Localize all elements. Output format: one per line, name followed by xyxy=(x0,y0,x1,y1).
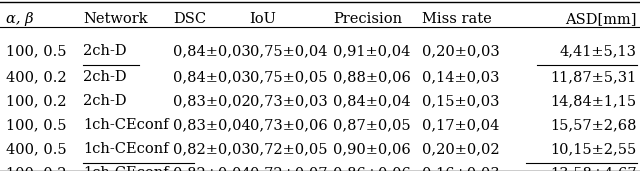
Text: 0,83±0,04: 0,83±0,04 xyxy=(173,118,250,132)
Text: 1ch-CEconf: 1ch-CEconf xyxy=(83,142,169,156)
Text: Network: Network xyxy=(83,12,148,26)
Text: 0,86±0,06: 0,86±0,06 xyxy=(333,166,411,171)
Text: 2ch-D: 2ch-D xyxy=(83,94,127,108)
Text: 4,41±5,13: 4,41±5,13 xyxy=(560,44,637,58)
Text: 0,87±0,05: 0,87±0,05 xyxy=(333,118,410,132)
Text: 1ch-CEconf: 1ch-CEconf xyxy=(83,166,169,171)
Text: 15,57±2,68: 15,57±2,68 xyxy=(550,118,637,132)
Text: 0,82±0,03: 0,82±0,03 xyxy=(173,142,250,156)
Text: 100, 0.5: 100, 0.5 xyxy=(6,118,67,132)
Text: IoU: IoU xyxy=(250,12,276,26)
Text: 13,58±4,67: 13,58±4,67 xyxy=(550,166,637,171)
Text: 100, 0.2: 100, 0.2 xyxy=(6,94,67,108)
Text: 0,73±0,06: 0,73±0,06 xyxy=(250,118,327,132)
Text: 14,84±1,15: 14,84±1,15 xyxy=(550,94,637,108)
Text: 2ch-D: 2ch-D xyxy=(83,44,127,58)
Text: 0,91±0,04: 0,91±0,04 xyxy=(333,44,410,58)
Text: 0,20±0,02: 0,20±0,02 xyxy=(422,142,500,156)
Text: 100, 0.2: 100, 0.2 xyxy=(6,166,67,171)
Text: DSC: DSC xyxy=(173,12,206,26)
Text: 0,88±0,06: 0,88±0,06 xyxy=(333,70,411,84)
Text: 0,16±0,03: 0,16±0,03 xyxy=(422,166,500,171)
Text: 0,84±0,03: 0,84±0,03 xyxy=(173,44,250,58)
Text: 400, 0.2: 400, 0.2 xyxy=(6,70,67,84)
Text: ASD[mm]: ASD[mm] xyxy=(565,12,637,26)
Text: 0,83±0,02: 0,83±0,02 xyxy=(173,94,250,108)
Text: 10,15±2,55: 10,15±2,55 xyxy=(550,142,637,156)
Text: 0,73±0,03: 0,73±0,03 xyxy=(250,94,327,108)
Text: 400, 0.5: 400, 0.5 xyxy=(6,142,67,156)
Text: 0,72±0,05: 0,72±0,05 xyxy=(250,142,327,156)
Text: 0,84±0,03: 0,84±0,03 xyxy=(173,70,250,84)
Text: 0,75±0,05: 0,75±0,05 xyxy=(250,70,327,84)
Text: 0,15±0,03: 0,15±0,03 xyxy=(422,94,500,108)
Text: 0,82±0,04: 0,82±0,04 xyxy=(173,166,250,171)
Text: 2ch-D: 2ch-D xyxy=(83,70,127,84)
Text: 0,17±0,04: 0,17±0,04 xyxy=(422,118,500,132)
Text: 0,72±0,07: 0,72±0,07 xyxy=(250,166,327,171)
Text: 11,87±5,31: 11,87±5,31 xyxy=(550,70,637,84)
Text: 0,84±0,04: 0,84±0,04 xyxy=(333,94,410,108)
Text: 1ch-CEconf: 1ch-CEconf xyxy=(83,118,169,132)
Text: α, β: α, β xyxy=(6,12,34,26)
Text: Precision: Precision xyxy=(333,12,402,26)
Text: 0,90±0,06: 0,90±0,06 xyxy=(333,142,410,156)
Text: 100, 0.5: 100, 0.5 xyxy=(6,44,67,58)
Text: Miss rate: Miss rate xyxy=(422,12,492,26)
Text: 0,20±0,03: 0,20±0,03 xyxy=(422,44,500,58)
Text: 0,75±0,04: 0,75±0,04 xyxy=(250,44,327,58)
Text: 0,14±0,03: 0,14±0,03 xyxy=(422,70,500,84)
